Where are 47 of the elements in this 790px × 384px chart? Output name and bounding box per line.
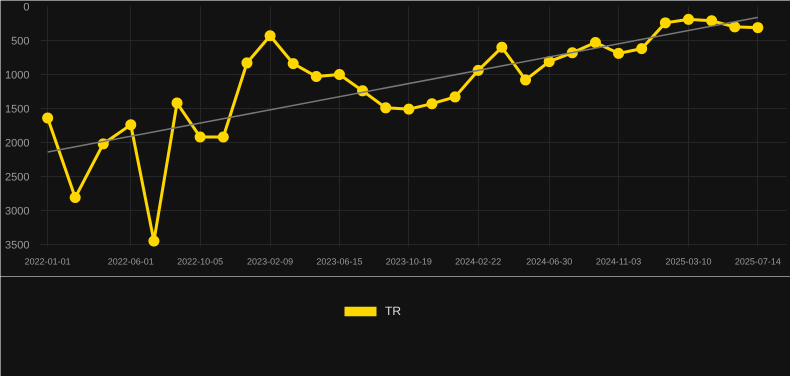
point bbox=[729, 21, 740, 32]
point bbox=[310, 71, 322, 82]
point bbox=[218, 132, 229, 143]
point bbox=[544, 56, 555, 68]
x-tick-label: 2025-03-10 bbox=[665, 256, 712, 266]
point bbox=[613, 48, 624, 59]
x-tick-label: 2022-06-01 bbox=[108, 256, 154, 266]
point bbox=[241, 57, 252, 68]
legend-label: TR bbox=[385, 304, 402, 318]
x-tick-label: 2022-01-01 bbox=[24, 256, 71, 266]
point bbox=[403, 104, 414, 115]
x-tick-label: 2025-07-14 bbox=[734, 256, 781, 266]
point bbox=[590, 37, 601, 48]
point bbox=[380, 102, 392, 114]
y-tick-label: 1000 bbox=[5, 69, 30, 82]
point bbox=[520, 74, 532, 86]
point bbox=[706, 15, 718, 26]
point bbox=[288, 58, 299, 70]
point bbox=[148, 236, 160, 246]
y-tick-label: 1500 bbox=[5, 103, 30, 116]
point bbox=[426, 98, 438, 110]
point bbox=[70, 192, 81, 204]
point bbox=[660, 17, 671, 28]
y-tick-label: 3000 bbox=[5, 205, 30, 218]
y-tick-label: 3500 bbox=[5, 239, 30, 252]
point bbox=[194, 132, 206, 143]
y-tick-label: 0 bbox=[23, 2, 30, 14]
point bbox=[450, 91, 461, 102]
point bbox=[264, 30, 276, 42]
x-tick-label: 2023-02-09 bbox=[247, 256, 294, 266]
x-tick-label: 2024-06-30 bbox=[526, 256, 572, 266]
x-tick-label: 2024-02-22 bbox=[455, 256, 502, 266]
point bbox=[42, 112, 54, 124]
point bbox=[125, 119, 136, 130]
point bbox=[172, 98, 183, 109]
y-tick-label: 500 bbox=[11, 35, 30, 48]
point bbox=[636, 43, 648, 54]
x-tick-label: 2023-10-19 bbox=[386, 256, 432, 266]
x-tick-label: 2023-06-15 bbox=[316, 256, 362, 266]
y-tick-label: 2000 bbox=[5, 137, 30, 150]
y-tick-label: 2500 bbox=[5, 171, 30, 184]
point bbox=[752, 22, 764, 34]
x-tick-label: 2024-11-03 bbox=[596, 256, 642, 266]
point bbox=[683, 14, 694, 25]
x-tick-label: 2022-10-05 bbox=[177, 256, 224, 266]
point bbox=[334, 69, 345, 80]
point bbox=[496, 42, 508, 53]
